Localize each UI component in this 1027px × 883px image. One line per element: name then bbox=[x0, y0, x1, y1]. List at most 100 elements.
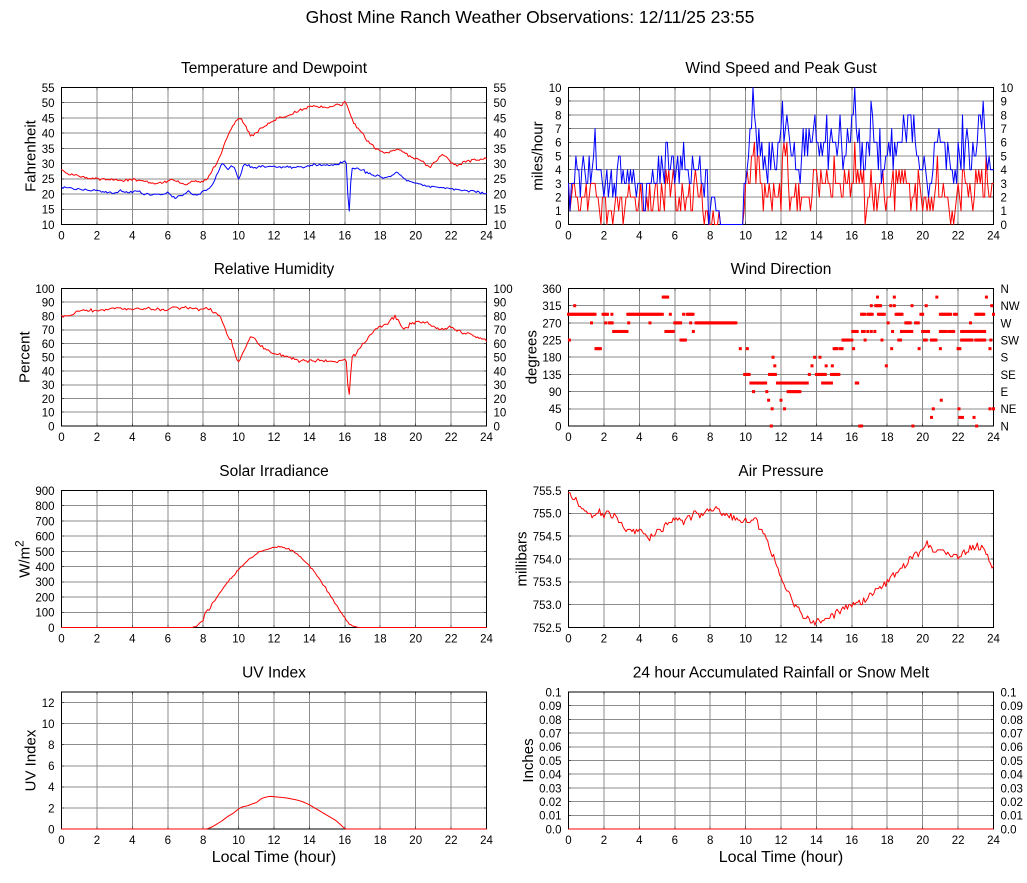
svg-text:2: 2 bbox=[601, 835, 607, 847]
svg-text:0.1: 0.1 bbox=[546, 687, 562, 699]
svg-text:180: 180 bbox=[542, 353, 561, 365]
svg-text:Wind Direction: Wind Direction bbox=[731, 261, 832, 278]
svg-text:8: 8 bbox=[707, 432, 713, 444]
svg-text:18: 18 bbox=[374, 231, 387, 243]
svg-text:9: 9 bbox=[1001, 97, 1007, 109]
svg-text:20: 20 bbox=[916, 835, 929, 847]
svg-text:W: W bbox=[1001, 318, 1012, 330]
svg-text:754.5: 754.5 bbox=[533, 532, 562, 544]
svg-text:18: 18 bbox=[881, 835, 894, 847]
svg-text:12: 12 bbox=[775, 835, 788, 847]
svg-text:8: 8 bbox=[200, 835, 206, 847]
svg-text:6: 6 bbox=[672, 835, 678, 847]
svg-text:2: 2 bbox=[94, 432, 100, 444]
svg-text:3: 3 bbox=[555, 179, 561, 191]
svg-text:40: 40 bbox=[494, 366, 507, 378]
svg-text:1: 1 bbox=[555, 206, 561, 218]
svg-text:20: 20 bbox=[42, 394, 55, 406]
svg-text:18: 18 bbox=[881, 634, 894, 646]
svg-text:degrees: degrees bbox=[523, 330, 540, 384]
svg-text:0.04: 0.04 bbox=[1001, 770, 1024, 782]
svg-text:0: 0 bbox=[48, 824, 54, 836]
svg-text:0: 0 bbox=[494, 421, 500, 433]
svg-text:14: 14 bbox=[303, 432, 316, 444]
svg-text:4: 4 bbox=[1001, 165, 1008, 177]
svg-text:Solar Irradiance: Solar Irradiance bbox=[219, 463, 328, 480]
svg-text:14: 14 bbox=[303, 231, 316, 243]
svg-text:0: 0 bbox=[58, 835, 64, 847]
svg-text:18: 18 bbox=[881, 432, 894, 444]
svg-text:0.06: 0.06 bbox=[539, 742, 561, 754]
svg-text:0.09: 0.09 bbox=[539, 701, 561, 713]
svg-text:0: 0 bbox=[565, 634, 571, 646]
svg-text:NW: NW bbox=[1001, 301, 1020, 313]
svg-text:22: 22 bbox=[952, 231, 965, 243]
svg-text:45: 45 bbox=[494, 113, 507, 125]
svg-text:40: 40 bbox=[494, 129, 507, 141]
svg-text:4: 4 bbox=[636, 231, 643, 243]
svg-text:10: 10 bbox=[232, 432, 245, 444]
svg-text:14: 14 bbox=[810, 835, 823, 847]
svg-text:500: 500 bbox=[35, 547, 54, 559]
svg-text:80: 80 bbox=[42, 311, 55, 323]
svg-text:22: 22 bbox=[952, 634, 965, 646]
svg-text:0: 0 bbox=[48, 623, 54, 635]
svg-text:2: 2 bbox=[94, 231, 100, 243]
svg-text:0: 0 bbox=[1001, 220, 1007, 232]
svg-text:12: 12 bbox=[775, 432, 788, 444]
svg-text:16: 16 bbox=[845, 231, 858, 243]
svg-text:50: 50 bbox=[494, 353, 507, 365]
svg-text:4: 4 bbox=[129, 634, 136, 646]
svg-text:45: 45 bbox=[549, 404, 562, 416]
svg-text:14: 14 bbox=[810, 432, 823, 444]
svg-text:16: 16 bbox=[845, 432, 858, 444]
svg-text:millibars: millibars bbox=[514, 531, 531, 586]
svg-text:16: 16 bbox=[338, 634, 351, 646]
svg-text:0.01: 0.01 bbox=[1001, 811, 1023, 823]
svg-text:8: 8 bbox=[48, 740, 54, 752]
svg-text:2: 2 bbox=[601, 634, 607, 646]
svg-text:22: 22 bbox=[445, 231, 458, 243]
svg-text:Wind Speed and Peak Gust: Wind Speed and Peak Gust bbox=[685, 60, 877, 77]
svg-text:55: 55 bbox=[42, 83, 55, 95]
svg-text:0.07: 0.07 bbox=[539, 729, 561, 741]
svg-text:15: 15 bbox=[42, 205, 55, 217]
svg-text:7: 7 bbox=[1001, 124, 1007, 136]
svg-text:60: 60 bbox=[494, 339, 507, 351]
svg-text:0.03: 0.03 bbox=[1001, 783, 1023, 795]
svg-text:752.5: 752.5 bbox=[533, 623, 562, 635]
svg-text:270: 270 bbox=[542, 318, 561, 330]
svg-text:60: 60 bbox=[42, 339, 55, 351]
svg-text:Relative Humidity: Relative Humidity bbox=[214, 261, 335, 278]
svg-text:20: 20 bbox=[916, 231, 929, 243]
svg-text:30: 30 bbox=[494, 380, 507, 392]
svg-text:8: 8 bbox=[707, 835, 713, 847]
svg-text:0.08: 0.08 bbox=[539, 715, 561, 727]
svg-text:Local Time (hour): Local Time (hour) bbox=[719, 849, 844, 866]
svg-text:6: 6 bbox=[165, 231, 171, 243]
svg-text:50: 50 bbox=[494, 98, 507, 110]
svg-text:N: N bbox=[1001, 284, 1009, 296]
svg-text:14: 14 bbox=[810, 231, 823, 243]
svg-text:12: 12 bbox=[775, 634, 788, 646]
svg-text:6: 6 bbox=[672, 432, 678, 444]
svg-text:40: 40 bbox=[42, 366, 55, 378]
svg-text:0.05: 0.05 bbox=[539, 756, 561, 768]
svg-text:18: 18 bbox=[881, 231, 894, 243]
svg-text:24: 24 bbox=[480, 634, 493, 646]
svg-text:10: 10 bbox=[739, 432, 752, 444]
svg-text:20: 20 bbox=[494, 394, 507, 406]
svg-text:10: 10 bbox=[42, 220, 55, 232]
svg-text:70: 70 bbox=[494, 325, 507, 337]
svg-text:4: 4 bbox=[636, 432, 643, 444]
svg-text:400: 400 bbox=[35, 562, 54, 574]
svg-text:315: 315 bbox=[542, 301, 561, 313]
svg-text:4: 4 bbox=[636, 634, 643, 646]
svg-text:12: 12 bbox=[268, 634, 281, 646]
svg-text:600: 600 bbox=[35, 532, 54, 544]
svg-text:300: 300 bbox=[35, 577, 54, 589]
svg-text:8: 8 bbox=[1001, 110, 1007, 122]
svg-text:10: 10 bbox=[232, 231, 245, 243]
svg-text:SE: SE bbox=[1001, 370, 1017, 382]
svg-text:6: 6 bbox=[165, 432, 171, 444]
